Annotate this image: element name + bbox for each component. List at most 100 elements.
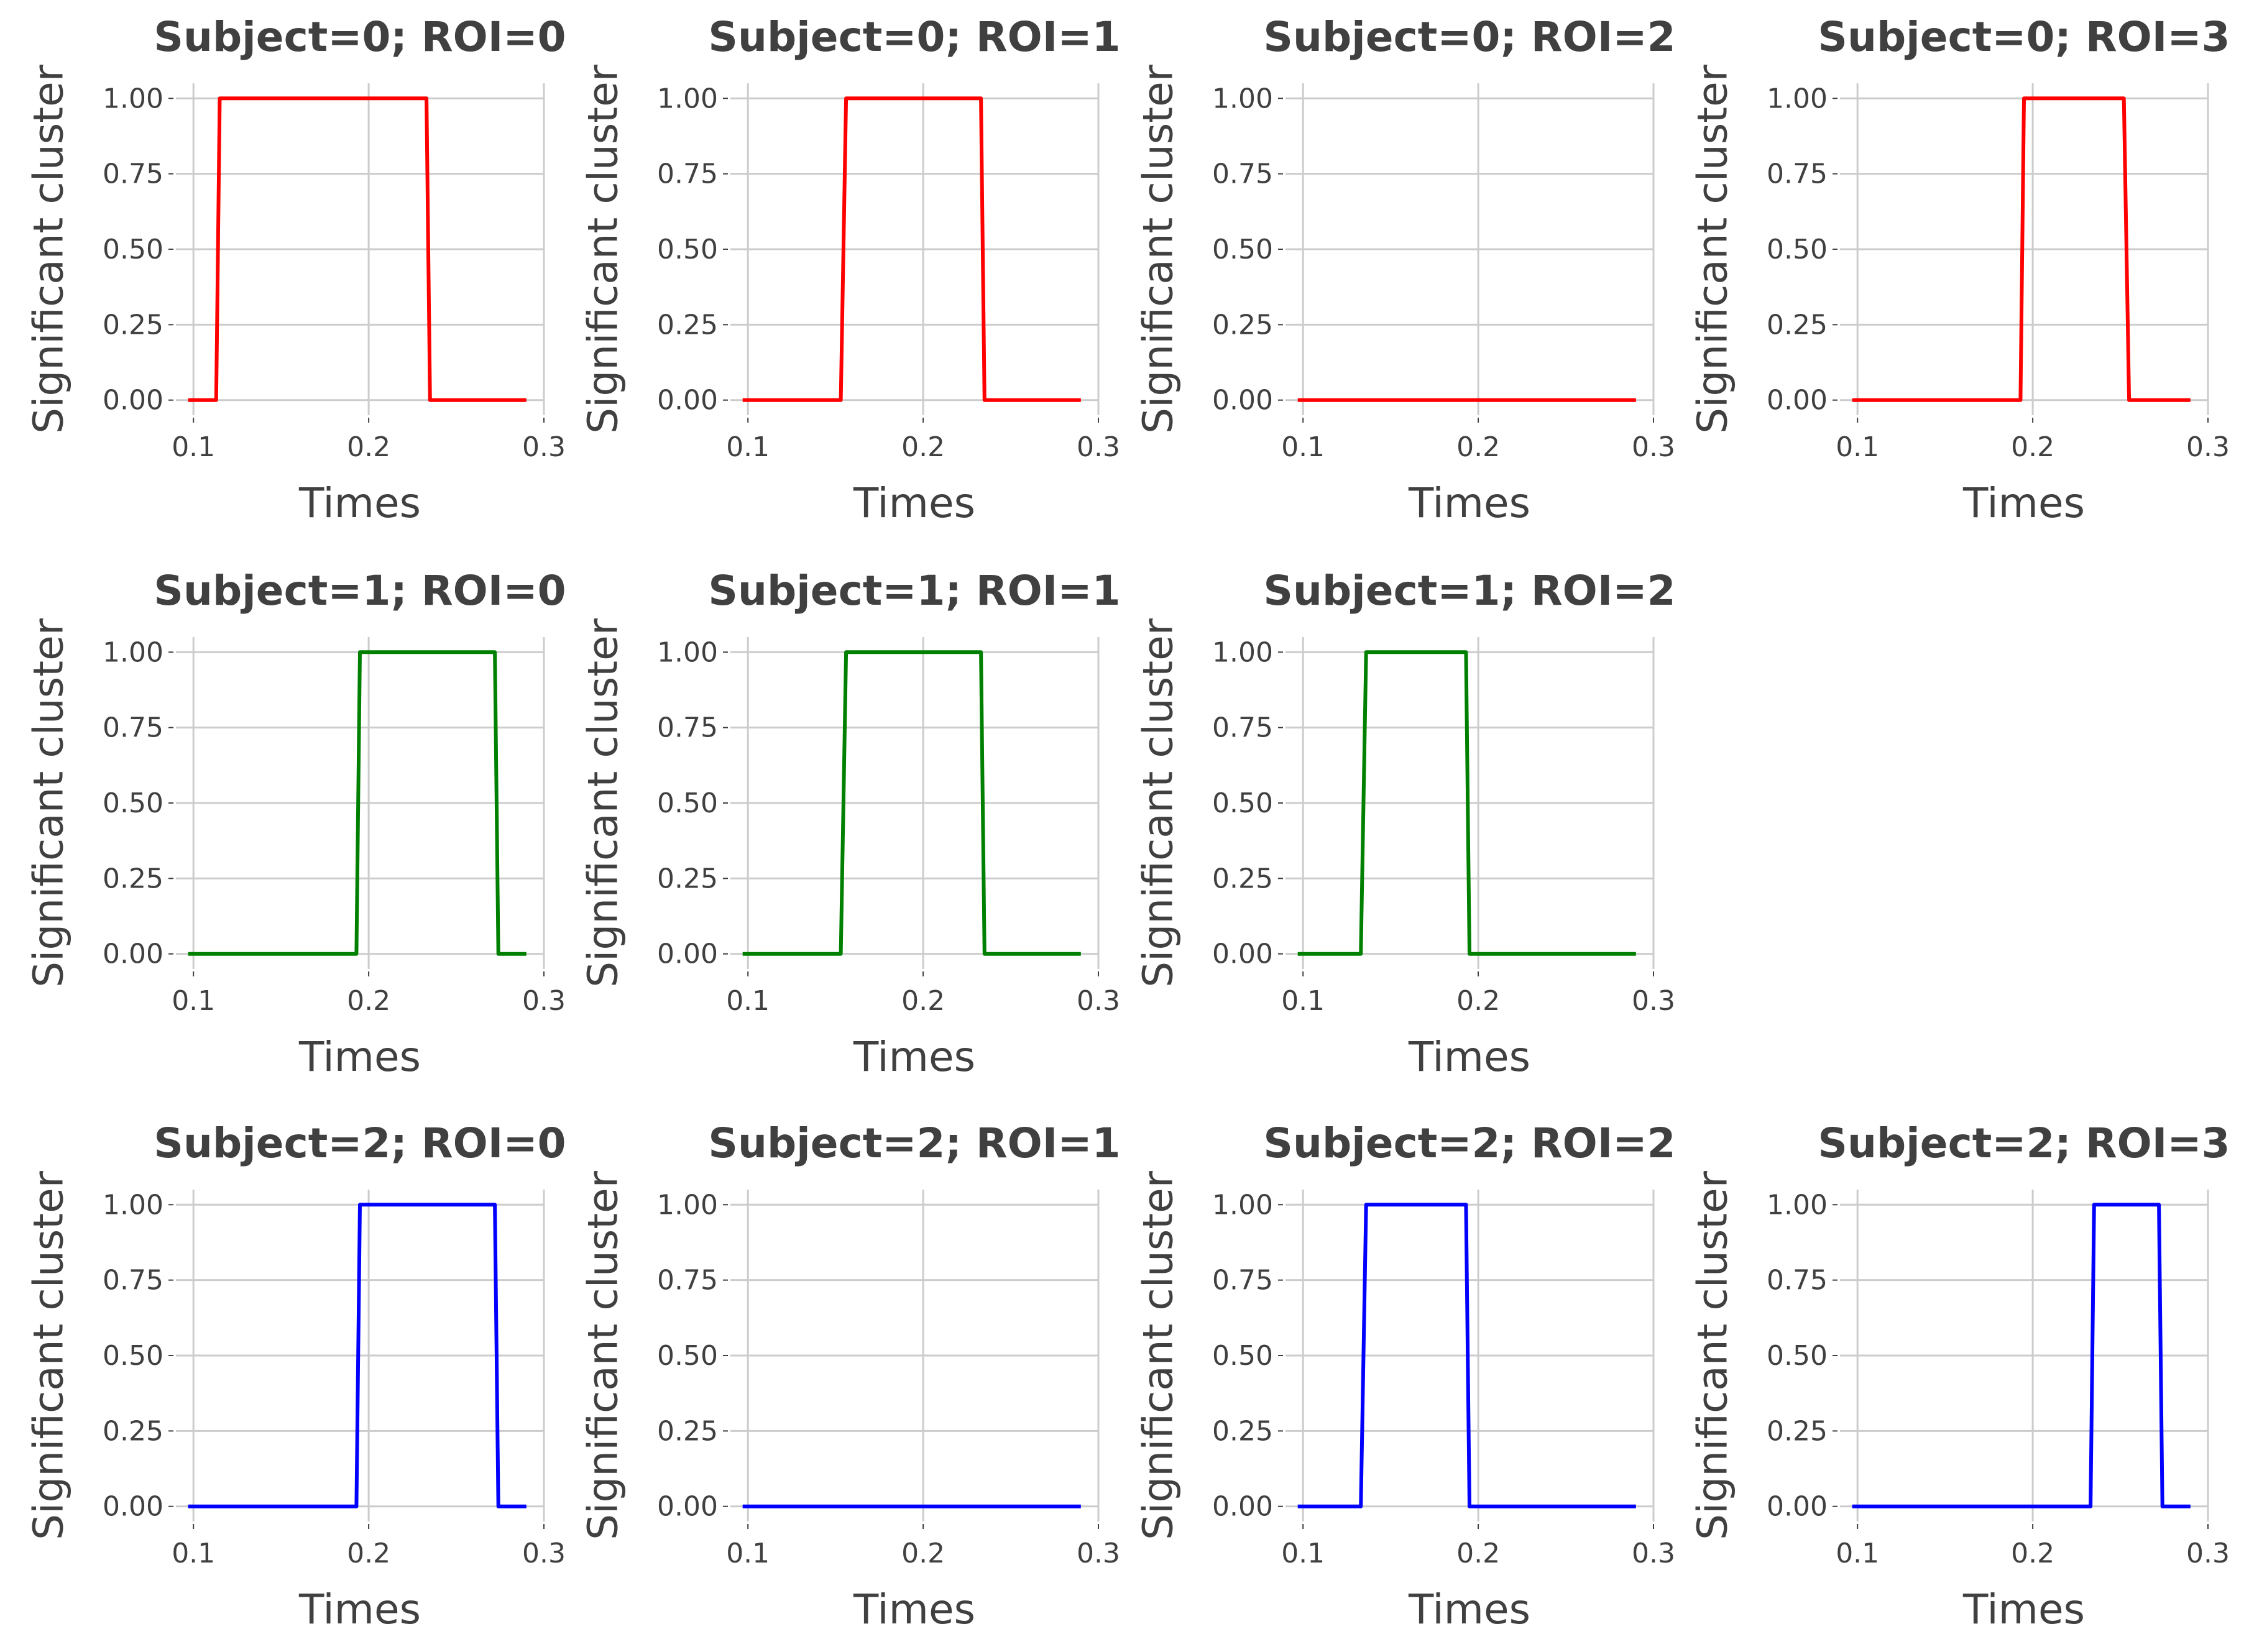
x-tick-label: 0.1 <box>172 1538 215 1569</box>
subplot-title: Subject=1; ROI=1 <box>708 567 1120 615</box>
subplot-title: Subject=1; ROI=0 <box>154 567 566 615</box>
y-tick-label: 0.00 <box>1767 385 1828 416</box>
series-line <box>742 96 1081 402</box>
y-tick-label: 0.00 <box>103 385 163 416</box>
series-line <box>188 96 527 402</box>
y-axis-label: Significant cluster <box>579 1170 627 1540</box>
y-tick-label: 0.00 <box>1767 1491 1828 1523</box>
subplot-title: Subject=1; ROI=2 <box>1263 567 1675 615</box>
x-axis-label: Times <box>1962 1585 2085 1633</box>
subplot-6: 0.00 0.25 0.50 0.75 1.00 0.1 0.2 0.3 Subject=1; … <box>1134 567 1676 1081</box>
y-tick-label: 1.00 <box>103 1189 163 1221</box>
x-tick-label: 0.2 <box>901 431 945 463</box>
x-tick-label: 0.2 <box>347 431 390 463</box>
x-axis-label: Times <box>298 479 421 527</box>
y-tick-label: 0.75 <box>657 712 718 744</box>
y-axis-label: Significant cluster <box>25 1170 73 1540</box>
x-tick-label: 0.3 <box>522 431 566 463</box>
y-tick-label: 0.50 <box>657 234 718 265</box>
y-tick-label: 0.00 <box>103 938 163 970</box>
x-tick-label: 0.3 <box>1632 431 1675 463</box>
y-tick-label: 1.00 <box>1212 83 1273 114</box>
y-axis-label: Significant cluster <box>579 618 627 988</box>
x-tick-label: 0.1 <box>172 431 215 463</box>
y-tick-label: 0.50 <box>103 787 163 819</box>
x-tick-label: 0.2 <box>2011 431 2054 463</box>
y-tick-label: 0.75 <box>103 712 163 744</box>
x-tick-label: 0.1 <box>726 1538 770 1569</box>
y-tick-label: 0.50 <box>1767 234 1828 265</box>
x-tick-label: 0.2 <box>347 985 390 1017</box>
y-tick-label: 0.50 <box>103 1340 163 1372</box>
x-tick-label: 0.3 <box>1077 431 1120 463</box>
x-tick-label: 0.3 <box>1077 985 1120 1017</box>
subplot-7: 0.00 0.25 0.50 0.75 1.00 0.1 0.2 0.3 Subject=2; … <box>25 1119 566 1633</box>
subplot-title: Subject=0; ROI=3 <box>1818 13 2230 61</box>
x-tick-label: 0.3 <box>522 1538 566 1569</box>
x-tick-label: 0.1 <box>1281 1538 1325 1569</box>
x-tick-label: 0.3 <box>1632 1538 1675 1569</box>
x-axis-label: Times <box>1408 1585 1530 1633</box>
series-line <box>1852 1203 2191 1508</box>
y-tick-label: 0.00 <box>103 1491 163 1523</box>
y-tick-label: 0.50 <box>1212 787 1273 819</box>
series-line <box>1852 96 2191 402</box>
subplot-title: Subject=0; ROI=1 <box>708 13 1120 61</box>
subplot-title: Subject=2; ROI=3 <box>1818 1119 2230 1167</box>
subplot-title: Subject=0; ROI=2 <box>1263 13 1675 61</box>
subplot-5: 0.00 0.25 0.50 0.75 1.00 0.1 0.2 0.3 Subject=1; … <box>579 567 1121 1081</box>
x-tick-label: 0.2 <box>347 1538 390 1569</box>
y-tick-label: 1.00 <box>103 636 163 668</box>
x-tick-label: 0.2 <box>1456 431 1500 463</box>
x-tick-label: 0.1 <box>172 985 215 1017</box>
y-tick-label: 1.00 <box>1212 636 1273 668</box>
x-tick-label: 0.1 <box>1281 431 1325 463</box>
y-tick-label: 0.75 <box>1767 158 1828 190</box>
y-tick-label: 0.75 <box>1212 1265 1273 1296</box>
y-axis-label: Significant cluster <box>1134 1170 1182 1540</box>
x-tick-label: 0.1 <box>1836 431 1879 463</box>
y-tick-label: 0.25 <box>657 309 718 341</box>
y-tick-label: 0.75 <box>1212 158 1273 190</box>
y-tick-label: 1.00 <box>103 83 163 114</box>
subplot-title: Subject=2; ROI=1 <box>708 1119 1120 1167</box>
x-tick-label: 0.1 <box>1836 1538 1879 1569</box>
y-tick-label: 0.25 <box>1767 309 1828 341</box>
y-tick-label: 0.50 <box>1212 234 1273 265</box>
x-tick-label: 0.1 <box>726 431 770 463</box>
series-line <box>1297 1203 1636 1508</box>
x-axis-label: Times <box>298 1033 421 1081</box>
y-tick-label: 0.00 <box>657 385 718 416</box>
x-tick-label: 0.1 <box>726 985 770 1017</box>
x-axis-label: Times <box>1408 1033 1530 1081</box>
y-tick-label: 0.00 <box>657 938 718 970</box>
y-tick-label: 0.25 <box>1212 1415 1273 1447</box>
y-tick-label: 0.00 <box>1212 938 1273 970</box>
x-tick-label: 0.2 <box>1456 985 1500 1017</box>
x-tick-label: 0.2 <box>2011 1538 2054 1569</box>
y-axis-label: Significant cluster <box>25 64 73 434</box>
x-tick-label: 0.3 <box>2186 1538 2230 1569</box>
x-axis-label: Times <box>853 479 975 527</box>
y-tick-label: 0.75 <box>103 1265 163 1296</box>
series-line <box>742 650 1081 956</box>
subplot-1: 0.00 0.25 0.50 0.75 1.00 0.1 0.2 0.3 Subject=0; … <box>579 13 1121 527</box>
y-tick-label: 0.75 <box>1212 712 1273 744</box>
y-tick-label: 0.25 <box>103 1415 163 1447</box>
series-line <box>1297 650 1636 956</box>
subplot-8: 0.00 0.25 0.50 0.75 1.00 0.1 0.2 0.3 Subject=2; … <box>579 1119 1121 1633</box>
y-axis-label: Significant cluster <box>25 618 73 988</box>
subplot-title: Subject=2; ROI=2 <box>1263 1119 1675 1167</box>
y-axis-label: Significant cluster <box>579 64 627 434</box>
subplot-4: 0.00 0.25 0.50 0.75 1.00 0.1 0.2 0.3 Subject=1; … <box>25 567 566 1081</box>
subplot-title: Subject=2; ROI=0 <box>154 1119 566 1167</box>
series-line <box>188 1203 527 1508</box>
subplot-10: 0.00 0.25 0.50 0.75 1.00 0.1 0.2 0.3 Subject=2; … <box>1689 1119 2230 1633</box>
y-tick-label: 0.75 <box>657 158 718 190</box>
x-axis-label: Times <box>853 1033 975 1081</box>
subplot-title: Subject=0; ROI=0 <box>154 13 566 61</box>
y-axis-label: Significant cluster <box>1689 1170 1737 1540</box>
y-tick-label: 0.50 <box>657 787 718 819</box>
x-tick-label: 0.1 <box>1281 985 1325 1017</box>
